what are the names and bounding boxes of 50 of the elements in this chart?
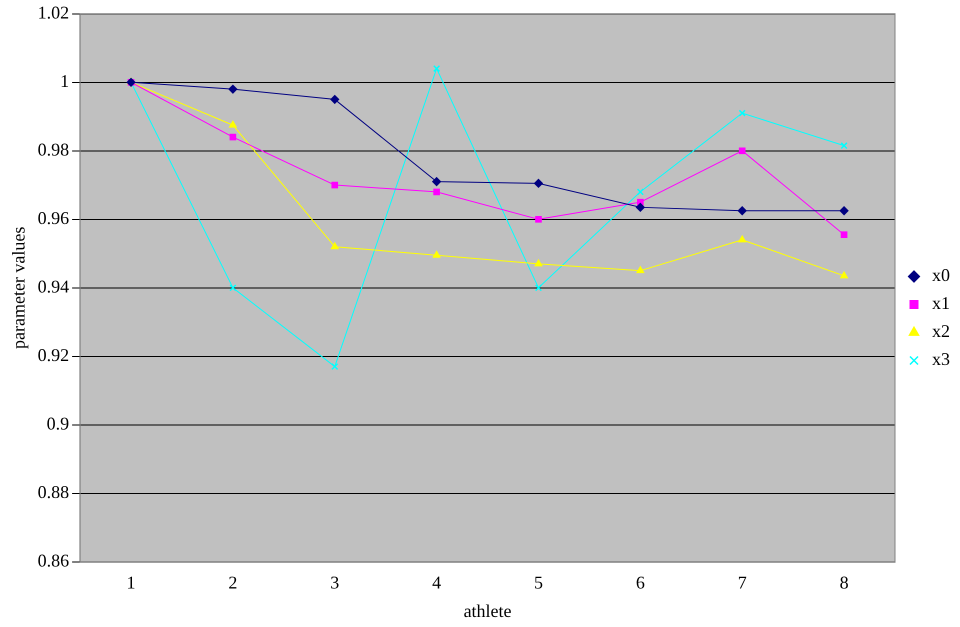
point <box>433 188 440 196</box>
legend-label: x3 <box>932 349 950 370</box>
point <box>840 231 848 238</box>
point <box>738 206 747 216</box>
y-tick-label: 0.94 <box>38 276 70 297</box>
y-tick-label: 0.88 <box>38 482 70 502</box>
point <box>228 120 237 128</box>
legend-label: x1 <box>932 293 950 314</box>
point <box>433 65 440 72</box>
point <box>534 178 543 188</box>
point <box>738 235 746 242</box>
y-axis-title: parameter values <box>8 226 29 350</box>
point <box>432 177 442 186</box>
point <box>636 188 644 196</box>
point <box>535 216 542 223</box>
y-tick-label: 1.02 <box>38 2 70 23</box>
y-tick-label: 0.86 <box>38 550 70 571</box>
legend-label: x0 <box>932 265 950 286</box>
point <box>840 271 848 278</box>
point <box>331 362 338 370</box>
point <box>331 182 338 188</box>
y-tick-label: 1 <box>60 71 70 92</box>
point <box>840 142 848 150</box>
point <box>840 206 849 216</box>
x-tick-label: 7 <box>738 572 747 592</box>
point <box>229 284 236 292</box>
point <box>738 147 746 154</box>
x-tick-label: 4 <box>432 572 442 592</box>
point <box>636 266 644 274</box>
y-tick-label: 0.98 <box>38 140 70 160</box>
x-axis-title: athlete <box>464 600 512 621</box>
point <box>330 94 340 104</box>
x-tick-label: 8 <box>840 572 849 592</box>
point <box>534 284 542 292</box>
x-tick-label: 5 <box>534 572 543 592</box>
legend-label: x2 <box>932 321 950 342</box>
point <box>636 202 645 212</box>
x-tick-label: 2 <box>228 572 238 592</box>
point <box>230 134 236 140</box>
point <box>738 110 746 117</box>
point <box>330 242 339 250</box>
point <box>432 250 441 258</box>
x-tick-label: 6 <box>636 572 645 592</box>
point <box>534 259 542 266</box>
x-tick-label: 3 <box>330 572 340 592</box>
y-tick-label: 0.92 <box>38 345 70 366</box>
point <box>228 84 238 94</box>
y-tick-label: 0.9 <box>46 414 70 434</box>
y-tick-label: 0.96 <box>38 208 70 228</box>
x-tick-label: 1 <box>126 572 136 592</box>
